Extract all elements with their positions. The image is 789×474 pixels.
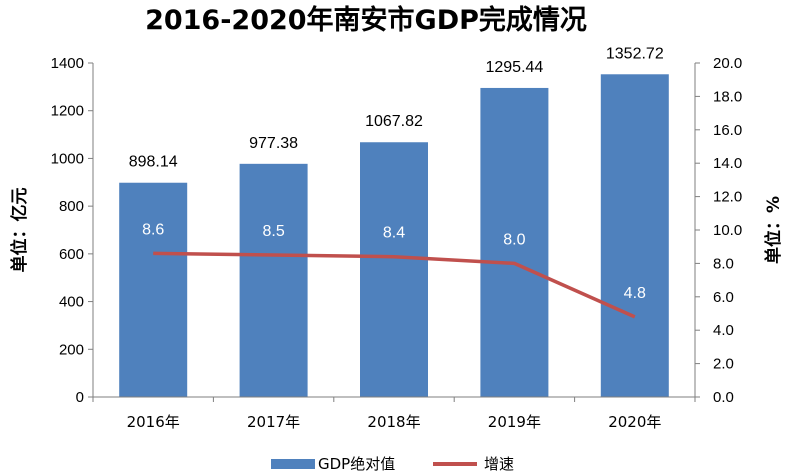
bar-3 <box>480 87 549 397</box>
line-series <box>153 251 636 319</box>
right-tick-label: 6.0 <box>713 289 734 306</box>
left-tick-label: 600 <box>59 246 84 263</box>
left-tick-label: 1000 <box>51 150 84 167</box>
left-tick-label: 0 <box>76 389 84 406</box>
bar-value-label: 1295.44 <box>485 59 543 76</box>
bar-0 <box>119 182 188 397</box>
right-tick-label: 4.0 <box>713 322 734 339</box>
right-tick-label: 14.0 <box>713 155 742 172</box>
legend: GDP绝对值 增速 <box>271 455 514 473</box>
right-axis-title: 单位：% <box>763 196 784 264</box>
x-tick-label: 2018年 <box>367 413 420 431</box>
growth-value-label: 4.8 <box>624 285 646 302</box>
left-tick-label: 200 <box>59 341 84 358</box>
right-tick-label: 12.0 <box>713 189 742 206</box>
right-tick-label: 8.0 <box>713 255 734 272</box>
left-tick-label: 1200 <box>51 103 84 120</box>
legend-swatch-gdp <box>271 459 315 469</box>
bar-value-label: 1352.72 <box>606 45 664 62</box>
right-tick-label: 20.0 <box>713 55 742 72</box>
x-tick-label: 2016年 <box>127 413 180 431</box>
legend-label-gdp: GDP绝对值 <box>318 455 395 473</box>
growth-value-label: 8.0 <box>503 231 525 248</box>
right-tick-label: 10.0 <box>713 222 742 239</box>
x-tick-label: 2019年 <box>488 413 541 431</box>
x-axis: 2016年 2017年 2018年 2019年 2020年 <box>92 396 696 431</box>
right-tick-label: 0.0 <box>713 389 734 406</box>
left-tick-label: 400 <box>59 294 84 311</box>
bar-4 <box>600 74 669 397</box>
bar-value-label: 1067.82 <box>365 113 423 130</box>
right-tick-label: 18.0 <box>713 88 742 105</box>
left-axis-title: 单位：亿元 <box>9 188 30 273</box>
growth-value-label: 8.5 <box>262 223 284 240</box>
left-y-axis: 0 200 400 600 800 1000 1200 1400 <box>51 55 94 406</box>
chart-title: 2016-2020年南安市GDP完成情况 <box>145 4 587 36</box>
left-tick-label: 800 <box>59 198 84 215</box>
bar-1 <box>239 163 308 397</box>
right-tick-label: 16.0 <box>713 122 742 139</box>
x-tick-label: 2017年 <box>247 413 300 431</box>
bar-value-label: 898.14 <box>129 154 178 171</box>
growth-value-label: 8.6 <box>142 221 164 238</box>
data-labels: 898.14 977.38 1067.82 1295.44 1352.72 8.6 8.5 8… <box>129 45 664 302</box>
bar-2 <box>360 142 428 397</box>
right-y-axis: 0.0 2.0 4.0 6.0 8.0 10.0 12.0 14.0 16.0 18.0 20.0 <box>694 55 742 406</box>
x-tick-label: 2020年 <box>608 413 661 431</box>
legend-label-growth: 增速 <box>484 455 514 473</box>
bar-series <box>119 74 669 397</box>
growth-value-label: 8.4 <box>383 225 405 242</box>
left-tick-label: 1400 <box>51 55 84 72</box>
right-tick-label: 2.0 <box>713 356 734 373</box>
bar-value-label: 977.38 <box>249 135 298 152</box>
